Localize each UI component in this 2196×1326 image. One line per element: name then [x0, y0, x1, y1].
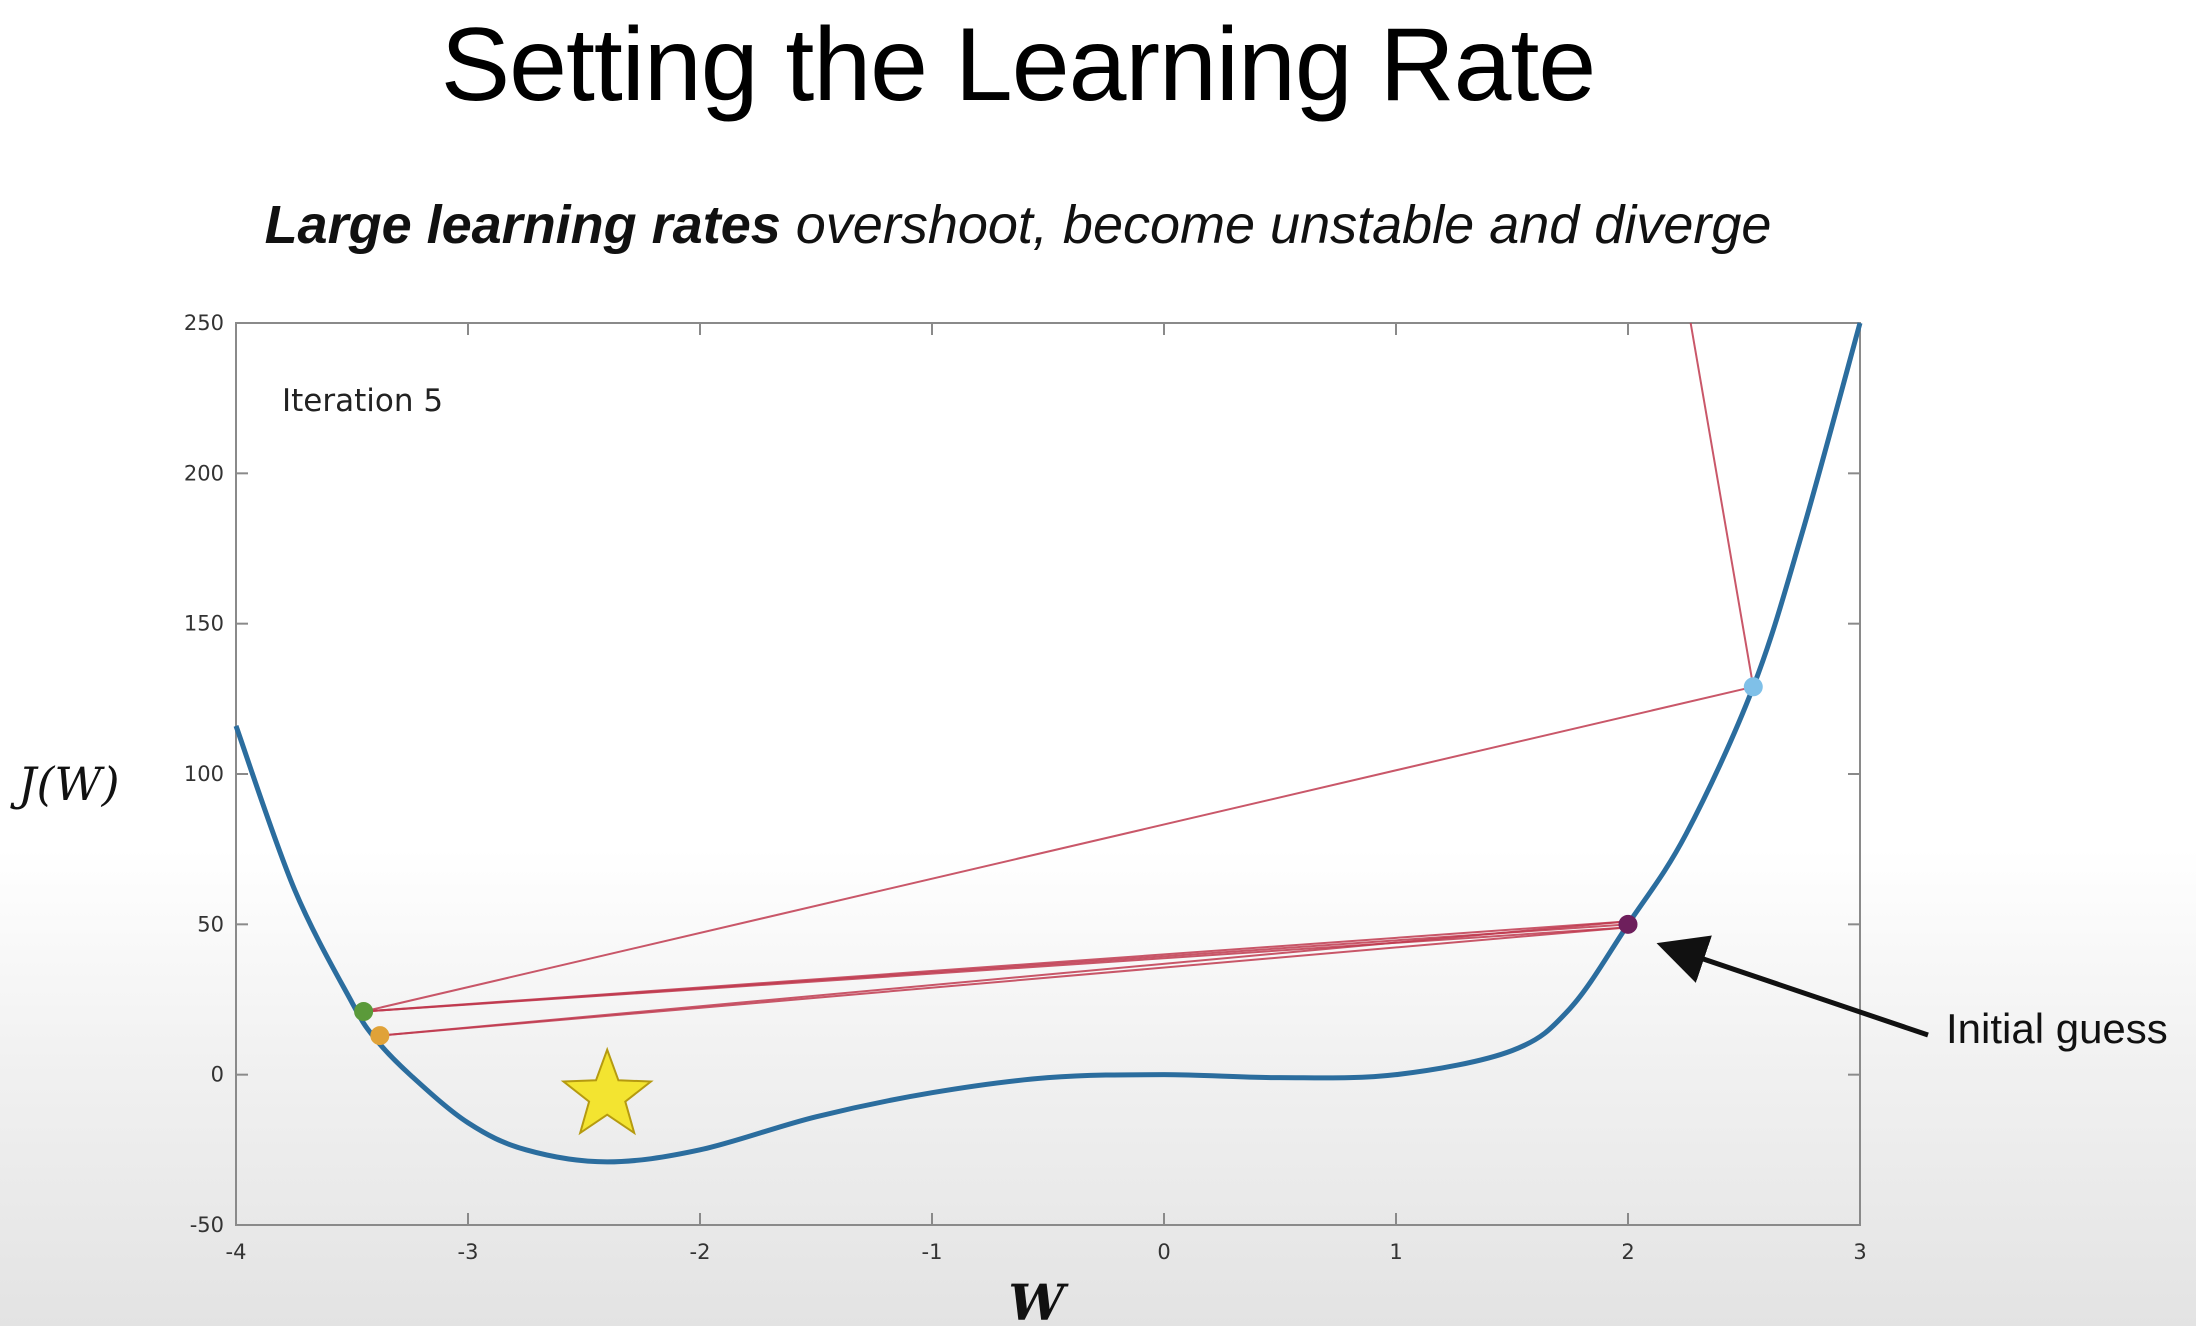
axis-ticks	[235, 322, 1861, 1226]
path-segment	[1689, 322, 1755, 687]
x-tick-label: -3	[458, 1240, 479, 1264]
iterate-point	[1743, 677, 1763, 697]
iterate-point	[1618, 914, 1638, 934]
iteration-label: Iteration 5	[282, 383, 443, 419]
plot-area	[235, 322, 1861, 1226]
iteration-path	[363, 322, 1755, 1037]
y-tick-labels: -50 0 50 100 150 200 250	[184, 311, 224, 1237]
path-segment	[363, 926, 1629, 1013]
iterate-point	[354, 1002, 374, 1022]
y-tick-label: 0	[211, 1063, 224, 1087]
y-tick-label: 250	[184, 311, 224, 335]
x-tick-labels: -4 -3 -2 -1 0 1 2 3	[226, 1240, 1867, 1264]
x-tick-label: -4	[226, 1240, 247, 1264]
x-tick-label: -1	[922, 1240, 943, 1264]
y-tick-label: 100	[184, 762, 224, 786]
path-segment	[363, 685, 1754, 1013]
callout-arrow	[1656, 935, 1929, 1038]
slide-subtitle: Large learning rates overshoot, become u…	[0, 194, 2036, 256]
subtitle-rest: overshoot, become unstable and diverge	[780, 195, 1772, 255]
iterate-point	[370, 1026, 390, 1046]
x-tick-label: 0	[1157, 1240, 1170, 1264]
minimum-star-icon	[560, 1046, 654, 1136]
subtitle-emphasis: Large learning rates	[264, 195, 781, 255]
x-tick-label: -2	[690, 1240, 711, 1264]
y-tick-label: -50	[190, 1213, 224, 1237]
initial-guess-label: Initial guess	[1946, 1005, 2168, 1052]
x-axis-label: W	[1008, 1273, 1069, 1326]
y-tick-label: 50	[197, 912, 224, 936]
iterate-points	[354, 677, 1763, 1046]
x-tick-label: 2	[1621, 1240, 1634, 1264]
path-segment	[379, 926, 1629, 1037]
x-tick-label: 3	[1853, 1240, 1866, 1264]
slide-title: Setting the Learning Rate	[440, 7, 1597, 123]
y-tick-label: 150	[184, 612, 224, 636]
loss-curve	[233, 322, 1863, 1165]
x-tick-label: 1	[1389, 1240, 1402, 1264]
y-tick-label: 200	[184, 461, 224, 485]
y-axis-label: J(W)	[10, 757, 120, 811]
